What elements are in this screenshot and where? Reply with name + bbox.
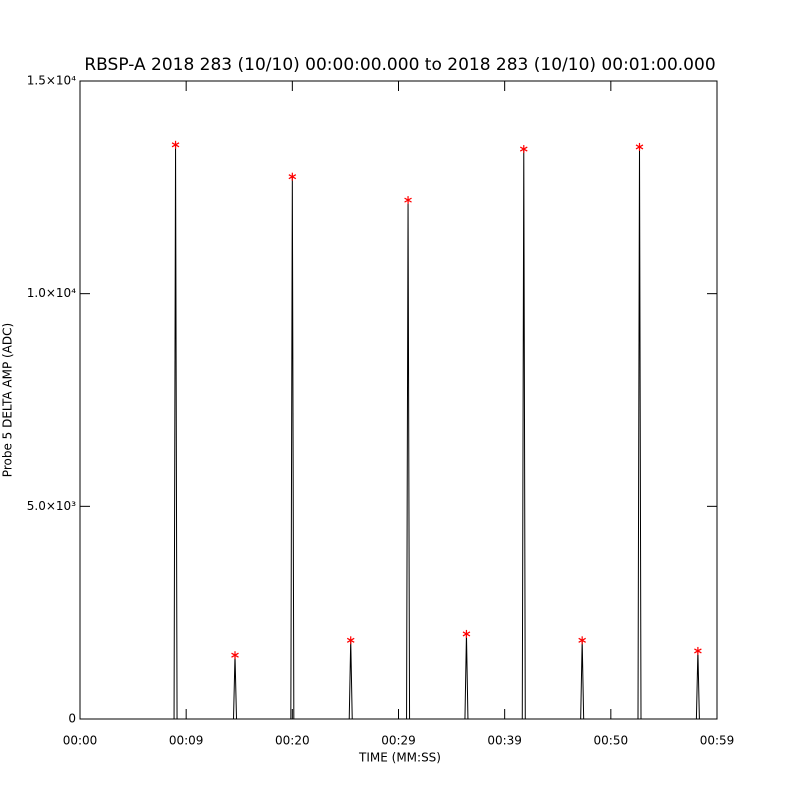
spike <box>233 655 238 720</box>
y-tick-label: 5.0×10³ <box>27 499 76 513</box>
spike <box>637 146 642 720</box>
x-tick-label: 00:50 <box>594 734 629 748</box>
spike <box>464 633 469 720</box>
peak-marker <box>519 145 528 154</box>
y-axis-label: Probe 5 DELTA AMP (ADC) <box>1 323 15 477</box>
peak-marker <box>171 140 180 149</box>
x-tick-label: 00:39 <box>487 734 522 748</box>
spike <box>580 640 585 720</box>
chart-title: RBSP-A 2018 283 (10/10) 00:00:00.000 to … <box>84 55 715 75</box>
x-tick-label: 00:09 <box>169 734 204 748</box>
x-axis-label: TIME (MM:SS) <box>358 751 441 765</box>
spike <box>173 144 178 720</box>
spike <box>521 149 526 720</box>
peak-marker <box>694 646 702 655</box>
peak-marker <box>346 636 355 645</box>
spike <box>406 200 411 720</box>
peak-marker <box>578 636 586 645</box>
peak-marker <box>462 629 471 638</box>
x-tick-label: 00:00 <box>63 734 98 748</box>
y-tick-label: 1.5×10⁴ <box>27 74 76 88</box>
spike <box>348 640 353 720</box>
spike <box>695 650 700 720</box>
x-tick-label: 00:20 <box>275 734 310 748</box>
spike <box>290 176 295 720</box>
peak-marker <box>404 196 412 205</box>
y-tick-label: 1.0×10⁴ <box>27 286 76 300</box>
x-tick-label: 00:29 <box>381 734 416 748</box>
x-tick-label: 00:59 <box>700 734 735 748</box>
peak-marker <box>288 172 297 181</box>
peak-marker <box>635 142 644 151</box>
y-tick-label: 0 <box>68 712 76 726</box>
peak-marker <box>231 651 239 660</box>
